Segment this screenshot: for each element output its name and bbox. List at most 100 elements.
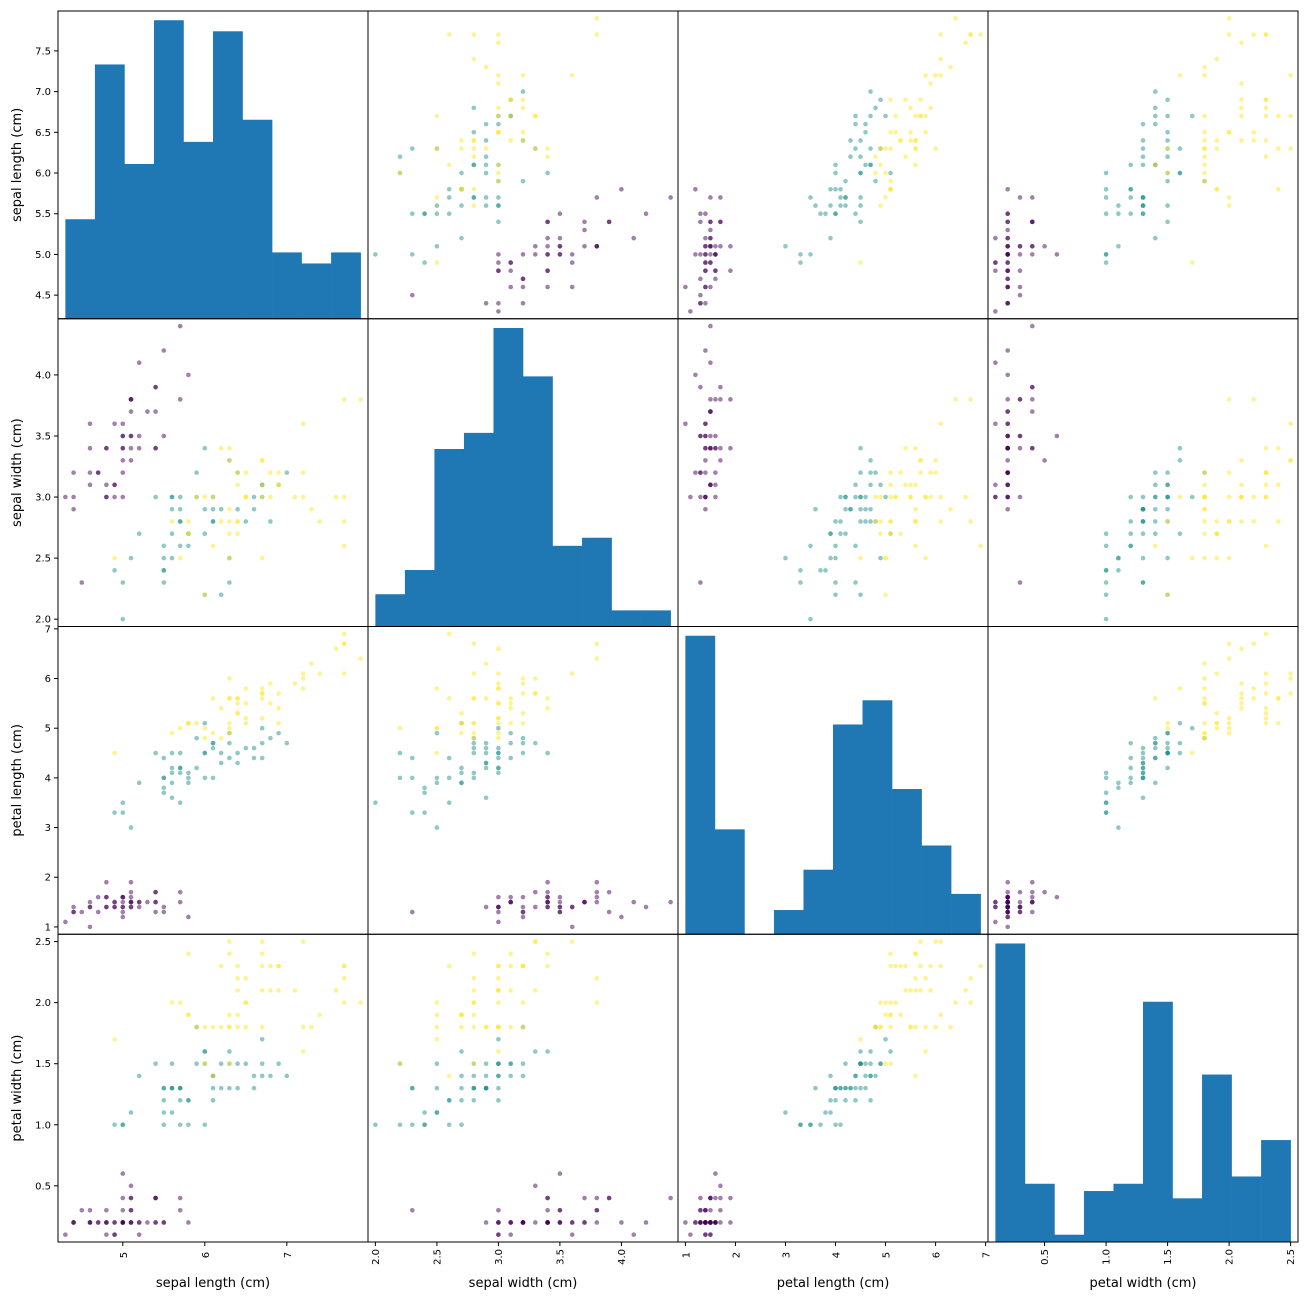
scatter-point-67 — [858, 203, 863, 208]
scatter-point-87 — [1165, 740, 1170, 746]
scatter-point-81 — [823, 211, 828, 217]
scatter-point-98 — [218, 506, 224, 512]
scatter-point-68 — [838, 531, 843, 536]
scatter-point-69 — [397, 750, 403, 756]
scatter-point-146 — [1263, 113, 1269, 119]
scatter-point-78 — [883, 113, 888, 119]
panel-sepal-width-vs-petal-length — [677, 318, 989, 627]
scatter-point-119 — [978, 32, 983, 37]
hist-bar-sepal-length-5 — [183, 141, 214, 319]
scatter-point-130 — [300, 686, 306, 691]
scatter-point-149 — [218, 706, 224, 711]
scatter-point-71 — [520, 178, 526, 184]
scatter-point-93 — [1128, 543, 1133, 549]
scatter-point-116 — [898, 963, 903, 969]
scatter-point-87 — [508, 1061, 513, 1067]
scatter-point-96 — [843, 1098, 848, 1103]
scatter-point-136 — [496, 32, 501, 37]
scatter-point-127 — [1202, 519, 1207, 524]
scatter-point-108 — [483, 64, 489, 70]
scatter-point-92 — [863, 162, 868, 168]
scatter-point-47 — [713, 397, 718, 402]
y-tick-label: 4 — [45, 773, 51, 784]
scatter-point-99 — [1116, 555, 1121, 561]
scatter-point-149 — [545, 706, 550, 711]
scatter-point-96 — [1128, 195, 1133, 200]
scatter-point-112 — [898, 1012, 903, 1018]
scatter-point-133 — [1251, 138, 1257, 143]
scatter-point-104 — [227, 506, 232, 512]
scatter-point-49 — [582, 227, 587, 233]
scatter-point-113 — [268, 494, 273, 500]
scatter-point-105 — [243, 975, 249, 981]
scatter-point-14 — [63, 494, 68, 500]
scatter-point-139 — [1202, 735, 1207, 741]
y-tick-label: 2.5 — [35, 554, 51, 565]
scatter-point-115 — [186, 951, 191, 957]
scatter-point-106 — [963, 40, 968, 46]
scatter-point-134 — [888, 146, 893, 151]
scatter-point-42 — [698, 292, 703, 298]
y-tick-label: 6.0 — [35, 169, 51, 180]
scatter-point-136 — [1263, 32, 1269, 37]
scatter-point-47 — [594, 894, 600, 900]
scatter-point-110 — [938, 73, 943, 78]
scatter-point-52 — [235, 1061, 240, 1067]
scatter-point-87 — [259, 740, 265, 746]
scatter-point-40 — [545, 243, 550, 249]
scatter-point-77 — [268, 735, 273, 741]
scatter-point-73 — [434, 1061, 440, 1067]
scatter-point-60 — [459, 235, 464, 241]
scatter-point-109 — [923, 113, 928, 119]
scatter-point-77 — [471, 105, 477, 111]
scatter-point-142 — [508, 720, 513, 726]
scatter-point-85 — [858, 219, 863, 225]
scatter-point-136 — [341, 963, 347, 969]
scatter-point-130 — [496, 1049, 501, 1054]
scatter-point-76 — [251, 494, 257, 500]
scatter-point-66 — [1153, 482, 1158, 488]
scatter-point-131 — [471, 56, 477, 62]
scatter-point-97 — [843, 1085, 848, 1091]
hist-bar-sepal-length-7 — [242, 119, 273, 319]
scatter-point-17 — [606, 1195, 612, 1201]
scatter-point-108 — [1202, 661, 1207, 666]
scatter-point-127 — [218, 735, 224, 741]
scatter-point-20 — [1017, 243, 1023, 249]
scatter-point-138 — [1202, 482, 1207, 488]
scatter-point-137 — [913, 445, 918, 451]
scatter-point-123 — [968, 32, 973, 37]
x-tick-label: 2 — [731, 1252, 742, 1258]
scatter-point-147 — [883, 555, 888, 561]
scatter-point-139 — [873, 1024, 878, 1030]
scatter-point-129 — [235, 988, 240, 993]
scatter-point-57 — [1177, 458, 1183, 463]
scatter-point-23 — [569, 284, 575, 290]
scatter-point-52 — [520, 750, 526, 756]
scatter-point-114 — [177, 725, 183, 731]
scatter-point-86 — [858, 445, 863, 451]
scatter-point-29 — [703, 445, 708, 451]
scatter-point-90 — [434, 1085, 440, 1091]
scatter-point-100 — [177, 519, 183, 524]
scatter-point-97 — [177, 765, 183, 771]
scatter-point-140 — [903, 482, 908, 488]
scatter-point-126 — [300, 676, 306, 681]
scatter-point-35 — [508, 899, 513, 905]
scatter-point-145 — [259, 939, 265, 944]
scatter-point-26 — [496, 252, 501, 257]
scatter-point-110 — [938, 939, 943, 944]
scatter-point-60 — [136, 531, 142, 536]
scatter-point-40 — [708, 445, 713, 451]
scatter-point-121 — [918, 470, 923, 475]
scatter-point-93 — [186, 1098, 191, 1103]
scatter-point-51 — [520, 740, 526, 746]
scatter-point-60 — [828, 235, 833, 241]
scatter-point-89 — [496, 1085, 501, 1091]
scatter-point-24 — [718, 1183, 723, 1189]
scatter-point-130 — [496, 686, 501, 691]
scatter-point-18 — [703, 243, 708, 249]
scatter-point-98 — [1140, 506, 1146, 512]
panel-frame — [677, 318, 989, 627]
scatter-point-95 — [169, 765, 175, 771]
